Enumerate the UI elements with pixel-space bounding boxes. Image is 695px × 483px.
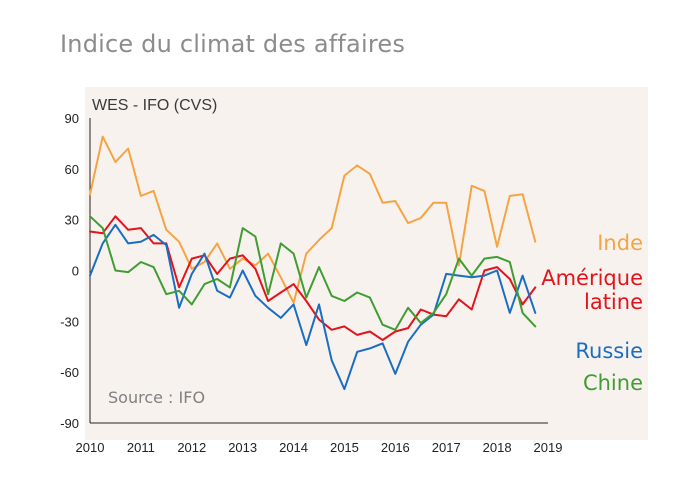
source-note: Source : IFO: [108, 388, 205, 407]
x-tick-label: 2019: [534, 440, 563, 455]
x-tick-label: 2013: [228, 440, 257, 455]
y-tick-label: -90: [60, 416, 79, 431]
x-tick-label: 2016: [381, 440, 410, 455]
y-tick-label: 90: [65, 111, 79, 126]
y-tick-label: -30: [60, 314, 79, 329]
x-tick-label: 2017: [432, 440, 461, 455]
series-lines: [89, 135, 537, 391]
chart-title: Indice du climat des affaires: [60, 30, 406, 58]
y-ticks: 90 60 30 0 -30 -60 -90: [60, 111, 79, 431]
series-line-chine: [89, 215, 537, 331]
x-tick-label: 2010: [76, 440, 105, 455]
x-ticks: 2010 2011 2012 2013 2014 2015 2016 2017 2018 2019: [76, 440, 563, 455]
legend-label-am-rique-latine: Amérique latine: [541, 266, 643, 314]
series-line-russie: [89, 223, 537, 391]
x-tick-label: 2018: [483, 440, 512, 455]
series-legend: Inde Amérique latine Russie Chine: [541, 231, 643, 395]
legend-label-russie: Russie: [575, 339, 643, 363]
y-tick-label: 0: [72, 264, 79, 279]
legend-label-chine: Chine: [583, 371, 643, 395]
x-tick-label: 2015: [330, 440, 359, 455]
x-tick-label: 2012: [177, 440, 206, 455]
x-tick-label: 2014: [279, 440, 308, 455]
y-tick-label: 30: [65, 213, 79, 228]
x-tick-label: 2011: [127, 440, 155, 455]
series-line-inde: [89, 135, 537, 304]
plot-background: [85, 87, 648, 440]
y-tick-label: -60: [60, 365, 79, 380]
y-tick-label: 60: [65, 162, 79, 177]
chart-subtitle: WES - IFO (CVS): [92, 97, 217, 114]
legend-label-inde: Inde: [597, 231, 643, 255]
